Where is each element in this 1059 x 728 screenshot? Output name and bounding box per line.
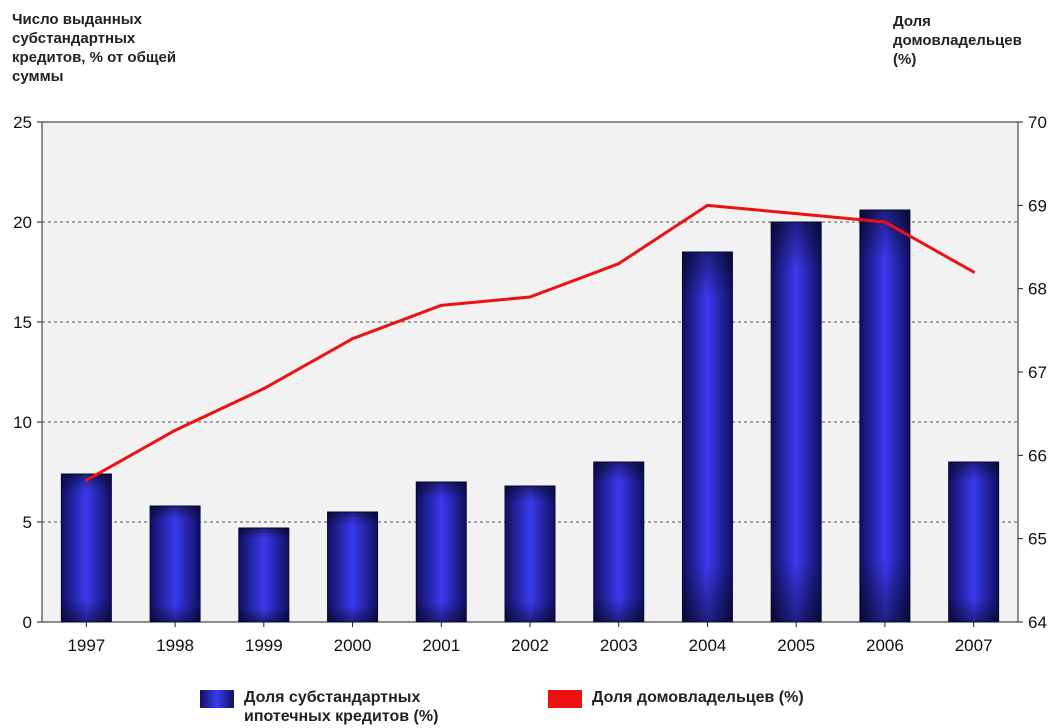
line-point-2006 [883, 220, 887, 224]
line-point-2004 [705, 203, 709, 207]
right-tick-label-6: 70 [1028, 113, 1047, 132]
left-axis-title: Число выданных субстандартных кредитов, … [12, 11, 177, 85]
line-point-2007 [972, 270, 976, 274]
line-point-2003 [617, 262, 621, 266]
bar-series [60, 209, 1000, 623]
legend-item-bars: Доля субстандартных ипотечных кредитов (… [200, 688, 520, 728]
bar-shade-2005 [771, 222, 822, 622]
bar-shade-2006 [859, 210, 910, 622]
x-tick-label-2005: 2005 [777, 636, 815, 655]
line-point-1997 [84, 478, 88, 482]
x-tick-label-2000: 2000 [334, 636, 372, 655]
right-tick-label-1: 65 [1028, 530, 1047, 549]
x-tick-label-2007: 2007 [955, 636, 993, 655]
line-point-2000 [351, 337, 355, 341]
x-tick-label-1998: 1998 [156, 636, 194, 655]
bar-shade-2007 [948, 462, 999, 622]
x-tick-label-2001: 2001 [422, 636, 460, 655]
right-tick-label-5: 69 [1028, 196, 1047, 215]
bar-shade-1999 [238, 528, 289, 622]
bar-shade-2002 [505, 486, 555, 622]
line-point-2002 [528, 295, 532, 299]
left-tick-label-5: 25 [13, 113, 32, 132]
x-tick-label-1999: 1999 [245, 636, 283, 655]
line-point-1998 [173, 428, 177, 432]
legend-label-bars: Доля субстандартных ипотечных кредитов (… [244, 689, 439, 725]
chart-svg: 0 5 10 15 20 25 64 65 66 67 68 69 70 1997 1998 1999 2000… [13, 113, 1047, 655]
bar-shade-2000 [327, 512, 378, 622]
legend-swatch-bars [200, 690, 234, 708]
right-axis-title: Доля домовладельцев (%) [893, 13, 1022, 68]
line-point-1999 [262, 387, 266, 391]
right-tick-label-0: 64 [1028, 613, 1047, 632]
x-tick-label-2002: 2002 [511, 636, 549, 655]
legend-swatch-line [548, 690, 582, 708]
line-point-2005 [794, 212, 798, 216]
right-tick-label-4: 68 [1028, 280, 1047, 299]
axes: 0 5 10 15 20 25 64 65 66 67 68 69 70 1997 1998 1999 2000… [13, 113, 1047, 655]
left-tick-label-2: 10 [13, 413, 32, 432]
legend-item-line: Доля домовладельцев (%) [548, 688, 878, 728]
x-tick-label-2004: 2004 [689, 636, 727, 655]
bar-shade-1997 [61, 474, 112, 622]
x-tick-label-1997: 1997 [67, 636, 105, 655]
right-tick-label-3: 67 [1028, 363, 1047, 382]
left-tick-label-4: 20 [13, 213, 32, 232]
legend-label-line: Доля домовладельцев (%) [592, 689, 804, 706]
bar-shade-2001 [416, 482, 467, 622]
left-tick-label-0: 0 [23, 613, 32, 632]
bar-shade-2003 [593, 462, 644, 622]
left-tick-label-1: 5 [23, 513, 32, 532]
line-point-2001 [439, 303, 443, 307]
bar-shade-1998 [150, 506, 201, 622]
line-series [84, 203, 976, 482]
bar-shade-2004 [682, 252, 733, 622]
right-tick-label-2: 66 [1028, 446, 1047, 465]
x-tick-label-2003: 2003 [600, 636, 638, 655]
left-tick-label-3: 15 [13, 313, 32, 332]
x-tick-label-2006: 2006 [866, 636, 904, 655]
